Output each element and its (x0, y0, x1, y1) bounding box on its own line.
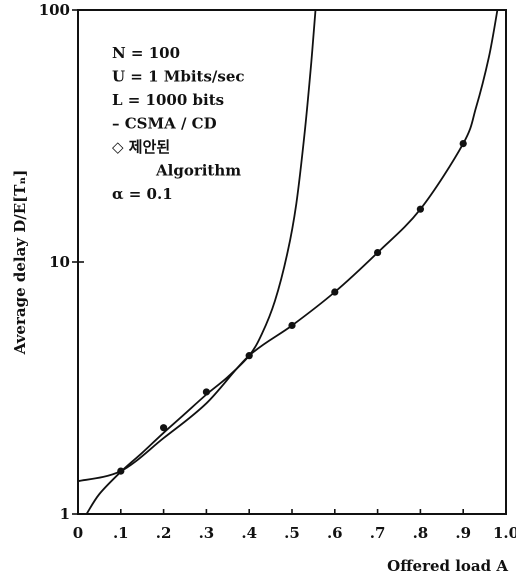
x-tick-label: .2 (156, 524, 172, 542)
x-tick-label: .9 (455, 524, 471, 542)
x-tick-label: .4 (241, 524, 257, 542)
legend-line: U = 1 Mbits/sec (112, 68, 245, 86)
y-tick-label: 10 (49, 253, 70, 271)
data-point (374, 248, 382, 257)
y-axis-title: Average delay D/E[Tₙ] (11, 170, 29, 356)
data-point (117, 467, 125, 475)
x-tick-label: 0 (73, 524, 83, 542)
data-point (288, 321, 296, 330)
data-point (160, 424, 168, 432)
x-axis-title: Offered load A (387, 557, 508, 575)
series-line-1 (85, 9, 317, 515)
legend-line: Algorithm (155, 162, 241, 180)
x-tick-label: .5 (284, 524, 300, 542)
x-tick-label: .6 (327, 524, 343, 542)
legend-line: N = 100 (112, 44, 180, 62)
data-point (245, 352, 253, 360)
legend-line: α = 0.1 (112, 185, 173, 203)
curves (77, 9, 499, 515)
legend: N = 100 U = 1 Mbits/sec L = 1000 bits – CSM… (112, 44, 245, 203)
x-tick-label: .8 (413, 524, 429, 542)
legend-line: – CSMA / CD (112, 115, 217, 133)
data-point (202, 388, 210, 396)
y-axis: 1 10 100 (39, 1, 84, 523)
data-point (459, 140, 467, 148)
y-tick-label: 100 (39, 1, 70, 19)
legend-line: L = 1000 bits (112, 91, 224, 109)
legend-line: ◇ 제안된 (112, 138, 170, 156)
data-markers (117, 140, 467, 475)
x-tick-label: .3 (199, 524, 215, 542)
data-point (416, 205, 424, 213)
data-point (331, 288, 339, 296)
x-tick-label: 1.0 (493, 524, 516, 542)
y-tick-label: 1 (60, 505, 70, 523)
x-axis: 0 .1 .2 .3 .4 .5 .6 .7 .8 .9 1.0 (73, 509, 516, 542)
x-tick-label: .7 (370, 524, 386, 542)
plot-frame (77, 9, 507, 515)
x-tick-label: .1 (113, 524, 129, 542)
